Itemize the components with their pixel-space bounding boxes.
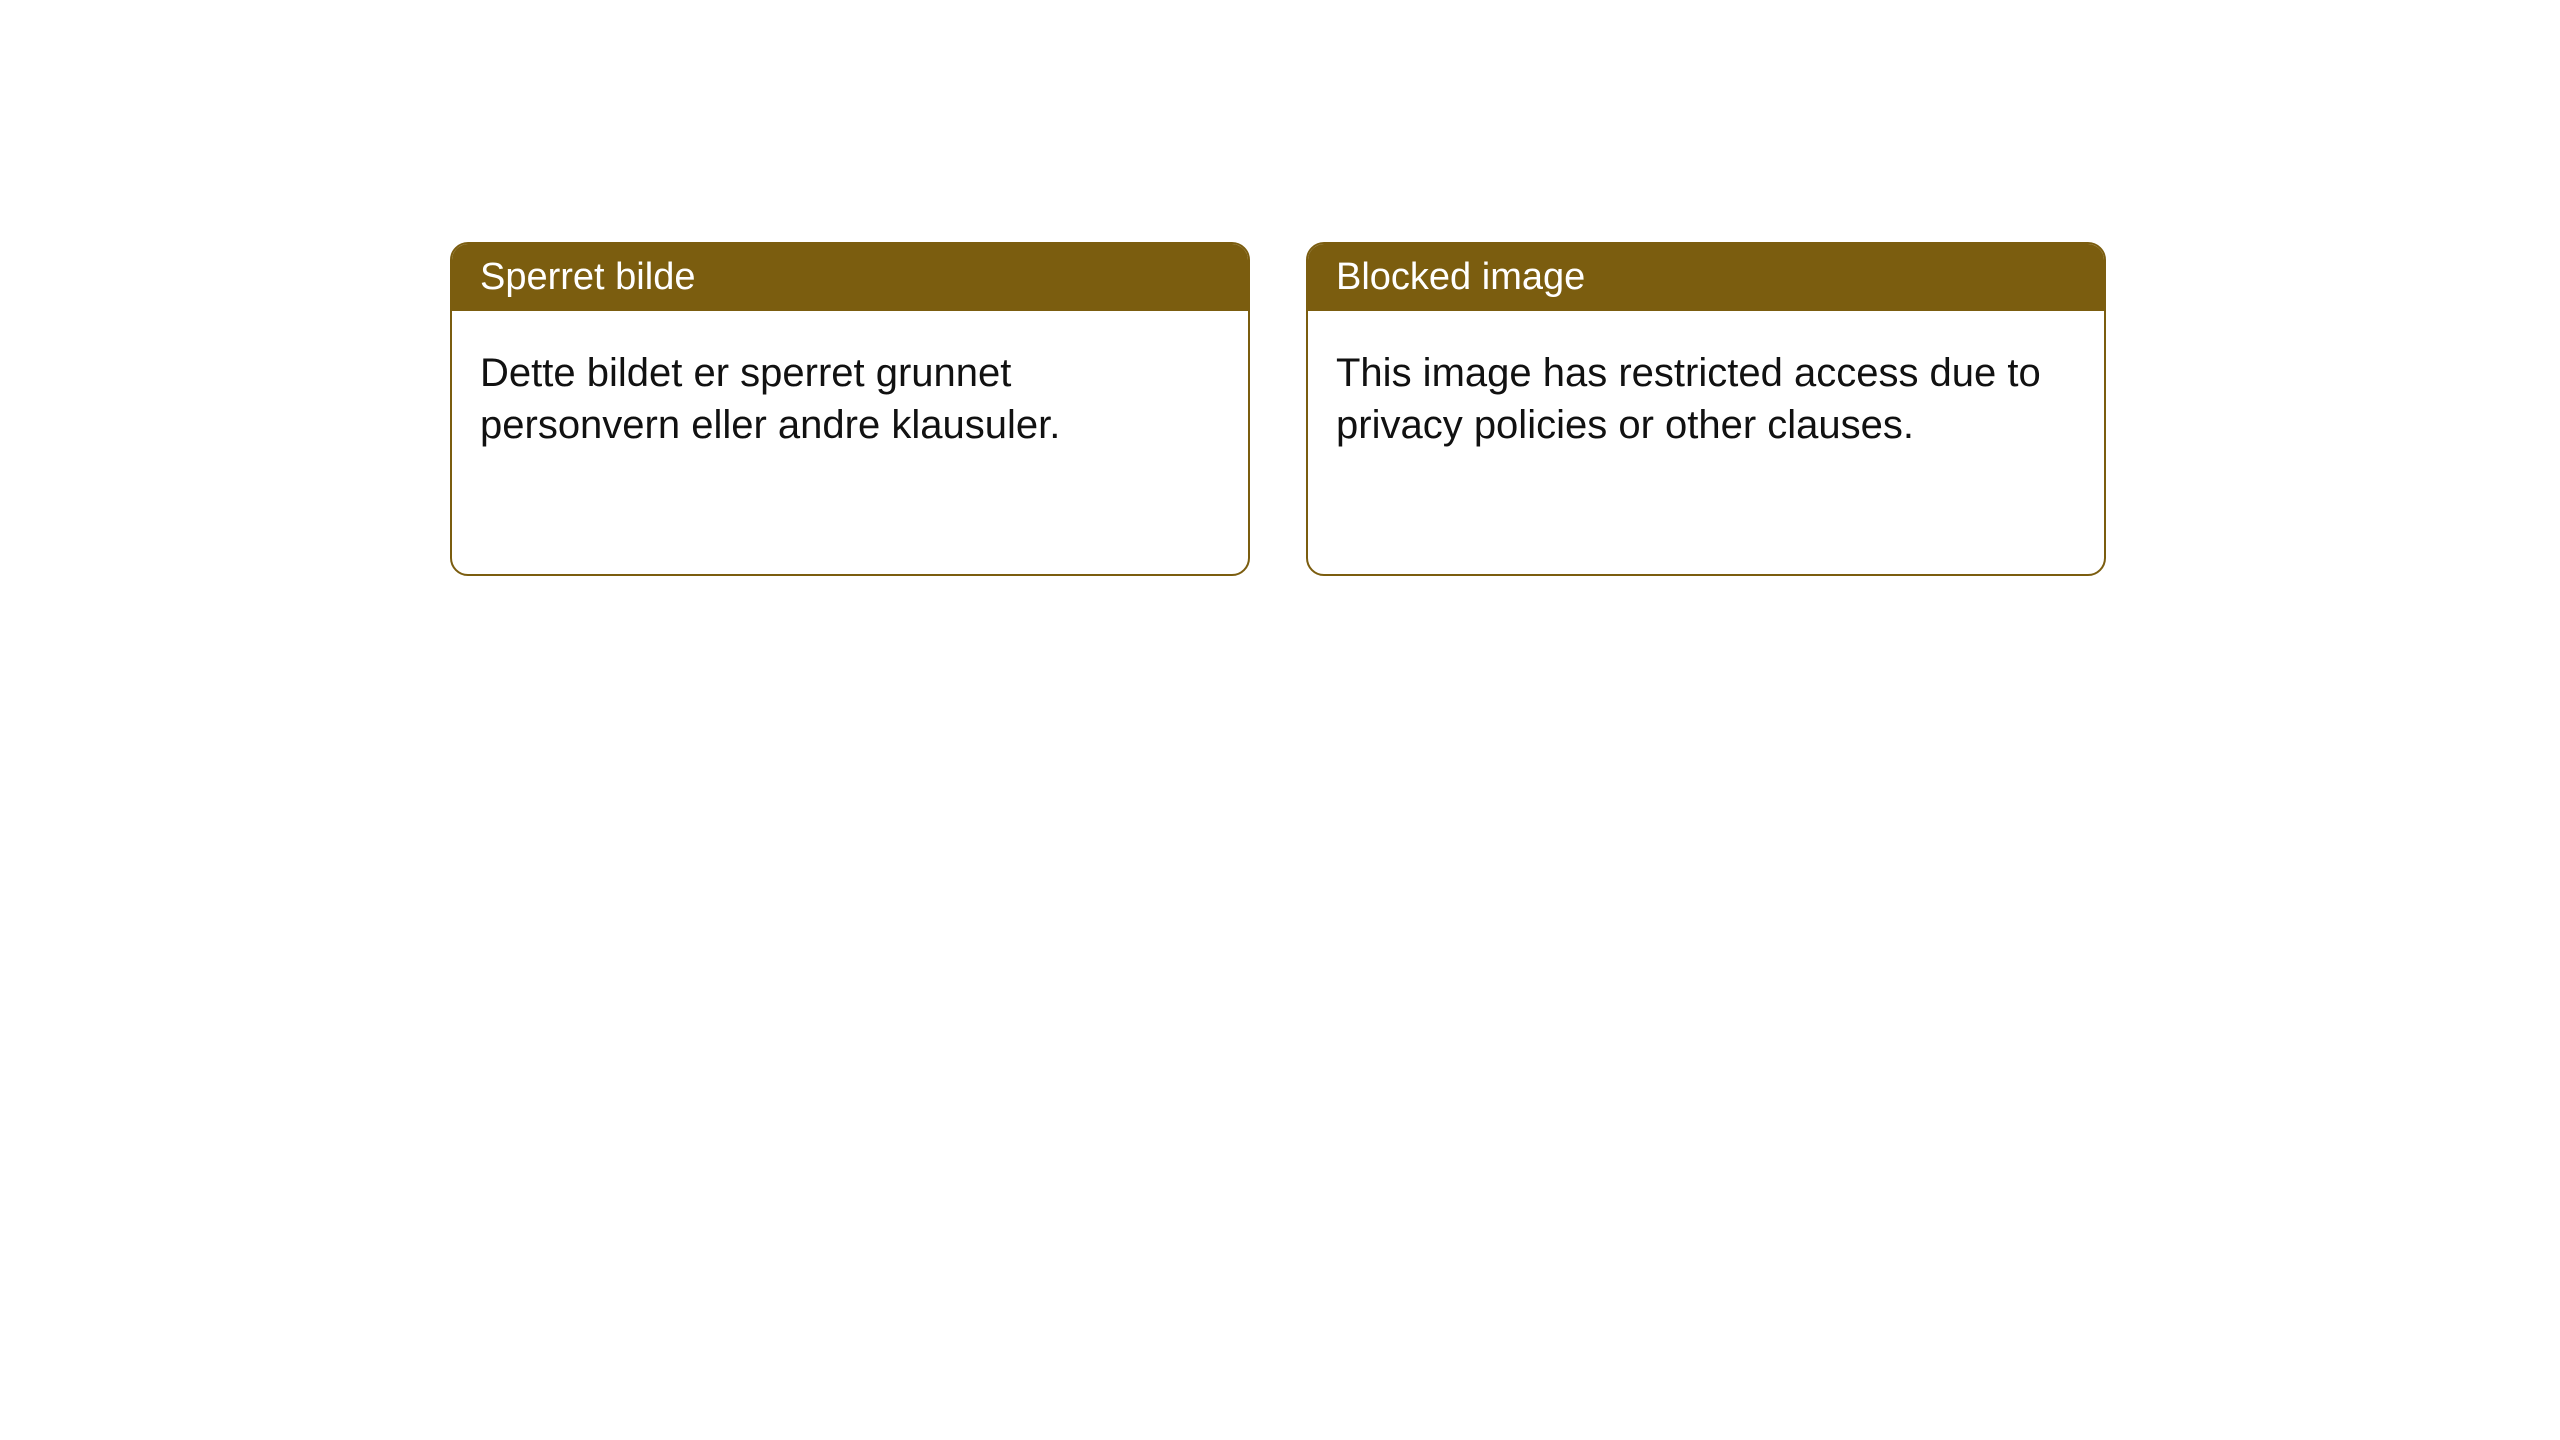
card-body-no: Dette bildet er sperret grunnet personve…: [452, 311, 1248, 487]
blocked-image-card-no: Sperret bilde Dette bildet er sperret gr…: [450, 242, 1250, 576]
notice-cards-container: Sperret bilde Dette bildet er sperret gr…: [450, 242, 2106, 576]
card-body-text-no: Dette bildet er sperret grunnet personve…: [480, 351, 1060, 447]
card-body-text-en: This image has restricted access due to …: [1336, 351, 2041, 447]
card-title-no: Sperret bilde: [480, 256, 695, 298]
blocked-image-card-en: Blocked image This image has restricted …: [1306, 242, 2106, 576]
card-title-en: Blocked image: [1336, 256, 1585, 298]
card-header-no: Sperret bilde: [452, 244, 1248, 311]
card-header-en: Blocked image: [1308, 244, 2104, 311]
card-body-en: This image has restricted access due to …: [1308, 311, 2104, 487]
